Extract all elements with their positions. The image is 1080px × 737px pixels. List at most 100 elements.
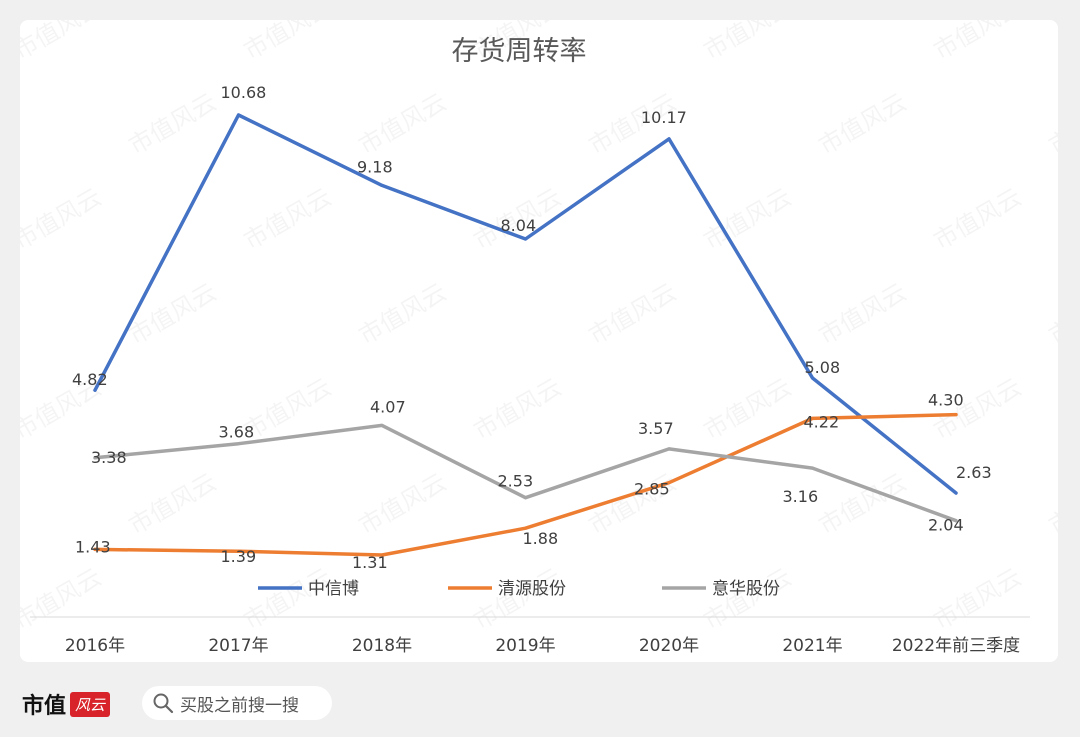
data-point (524, 496, 527, 500)
data-label: 2.04 (928, 516, 964, 535)
watermark-text: 市值风云 (699, 20, 796, 65)
x-tick-label: 2019年 (495, 636, 555, 656)
data-label: 10.68 (221, 83, 267, 102)
watermark-text: 市值风云 (929, 20, 1026, 65)
watermark-text: 市值风云 (239, 183, 336, 255)
data-label: 4.07 (370, 397, 406, 416)
data-label: 5.08 (805, 358, 841, 377)
watermark-text: 市值风云 (699, 373, 796, 445)
data-labels: 4.82 10.68 9.18 8.04 10.17 5.08 2.63 1.43 1.39 1.… (72, 83, 992, 572)
data-label: 3.57 (638, 419, 674, 438)
data-label: 4.22 (804, 412, 840, 431)
watermark-text: 市值风云 (124, 278, 221, 350)
data-label: 4.82 (72, 370, 108, 389)
data-label: 3.68 (219, 423, 255, 442)
data-point (954, 491, 958, 495)
data-label: 1.39 (221, 547, 257, 566)
watermark-text: 市值风云 (814, 88, 911, 160)
data-point (380, 423, 384, 427)
legend-item: 清源股份 (448, 579, 566, 599)
data-point (93, 456, 97, 460)
watermark-text: 市值风云 (929, 563, 1026, 635)
data-point (811, 416, 814, 420)
watermark-text: 市值风云 (354, 658, 451, 662)
chart-card: 市值风云 市值风云 市值风云 市值风云 市值风云 市值风云 市值风云 市值风云 市值风云 市值风云… (20, 20, 1058, 662)
watermark-text: 市值风云 (20, 183, 106, 255)
watermark-text: 市值风云 (699, 563, 796, 635)
watermark-text: 市值风云 (124, 658, 221, 662)
data-point (954, 413, 958, 417)
brand-logo: 市值 风云 (22, 688, 111, 720)
data-label: 1.31 (352, 553, 388, 572)
data-point (380, 553, 384, 557)
legend: 中信博 清源股份 意华股份 (258, 579, 780, 599)
legend-label: 清源股份 (498, 579, 566, 599)
data-label: 1.43 (75, 537, 111, 556)
watermark-text: 市值风云 (584, 278, 681, 350)
x-tick-label: 2020年 (639, 636, 699, 656)
data-label: 10.17 (641, 108, 687, 127)
watermark-text: 市值风云 (584, 658, 681, 662)
data-point (811, 376, 814, 380)
data-point (667, 137, 671, 141)
watermark-text: 市值风云 (354, 468, 451, 540)
series-2 (93, 412, 958, 557)
x-tick-label: 2016年 (65, 636, 125, 656)
chart-title: 存货周转率 (452, 36, 587, 67)
data-point (93, 547, 97, 551)
watermark-text: 市值风云 (1044, 468, 1058, 540)
watermark-text: 市值风云 (469, 373, 566, 445)
watermark-text: 市值风云 (469, 563, 566, 635)
legend-label: 中信博 (308, 579, 359, 599)
data-label: 2.53 (498, 472, 534, 491)
legend-label: 意华股份 (712, 579, 780, 599)
data-point (237, 549, 240, 553)
watermark-text: 市值风云 (239, 20, 336, 65)
series-1 (93, 113, 958, 495)
series-3 (93, 423, 958, 523)
watermark-text: 市值风云 (814, 658, 911, 662)
watermark-text: 市值风云 (354, 88, 451, 160)
data-point (237, 442, 240, 446)
data-label: 3.16 (783, 487, 819, 506)
data-label: 8.04 (501, 216, 537, 235)
data-point (811, 466, 814, 470)
brand-name: 市值 (22, 693, 67, 719)
legend-item: 意华股份 (662, 579, 780, 599)
data-point (524, 526, 527, 530)
data-label: 1.88 (523, 529, 559, 548)
data-label: 2.85 (634, 480, 670, 499)
data-point (667, 481, 671, 485)
data-point (237, 113, 240, 117)
data-point (524, 237, 527, 241)
brand-mark: 风云 (70, 691, 111, 717)
data-label: 2.63 (956, 463, 992, 482)
watermark-text: 市值风云 (1044, 658, 1058, 662)
watermark-text: 市值风云 (20, 20, 106, 65)
legend-item: 中信博 (258, 579, 359, 599)
x-tick-label: 2021年 (782, 636, 842, 656)
search-placeholder: 买股之前搜一搜 (180, 695, 299, 716)
x-tick-label: 2022年前三季度 (892, 636, 1020, 656)
watermark-text: 市值风云 (20, 563, 106, 635)
watermark-text: 市值风云 (699, 183, 796, 255)
search-box[interactable]: 买股之前搜一搜 (142, 686, 332, 720)
watermark-text: 市值风云 (124, 88, 221, 160)
data-label: 4.30 (928, 391, 964, 410)
watermark-text: 市值风云 (354, 278, 451, 350)
x-tick-labels: 2016年 2017年 2018年 2019年 2020年 2021年 2022年前三季度 (65, 636, 1020, 656)
data-point (667, 447, 671, 451)
data-label: 3.38 (91, 448, 127, 467)
watermark-text: 市值风云 (929, 183, 1026, 255)
footer-bar: 市值 风云 买股之前搜一搜 (0, 670, 1080, 737)
data-point (93, 388, 97, 392)
watermark-text: 市值风云 (124, 468, 221, 540)
data-label: 9.18 (357, 157, 393, 176)
search-icon (153, 693, 174, 714)
x-tick-label: 2017年 (208, 636, 268, 656)
watermark-text: 市值风云 (814, 468, 911, 540)
watermark-text: 市值风云 (814, 278, 911, 350)
series-layer (93, 113, 958, 557)
